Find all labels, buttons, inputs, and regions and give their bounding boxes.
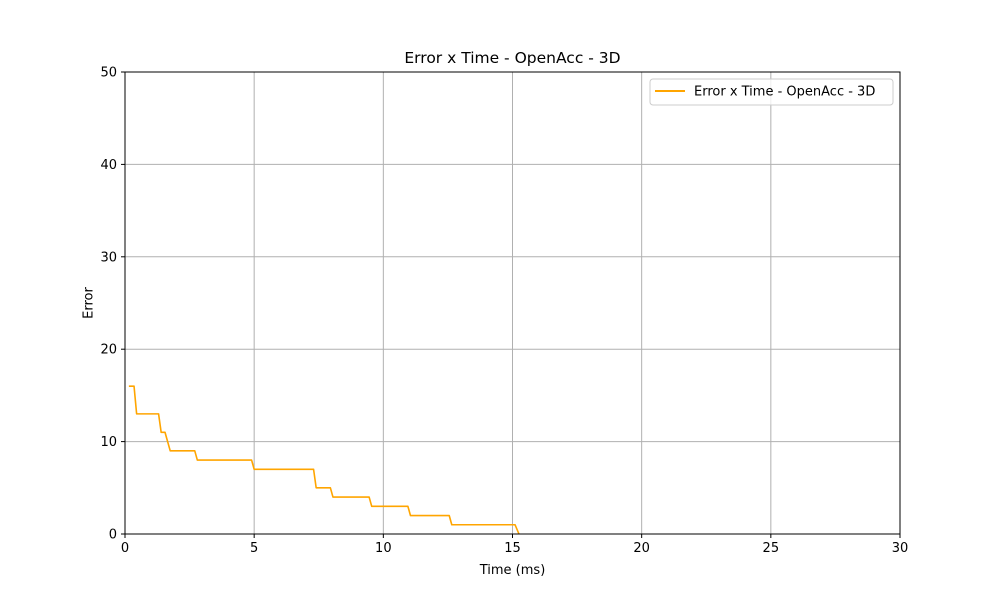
- legend: Error x Time - OpenAcc - 3D: [649, 78, 894, 106]
- ticks: 0 5 10 15 20 25 30 0 10 20 30 40 50: [100, 66, 908, 557]
- x-tick-label: 10: [375, 541, 392, 556]
- y-axis-label: Error: [82, 287, 97, 319]
- x-tick-label: 15: [504, 541, 521, 556]
- y-tick-label: 10: [100, 435, 117, 450]
- x-tick-label: 25: [763, 541, 780, 556]
- x-axis-label: Time (ms): [479, 563, 546, 578]
- legend-label: Error x Time - OpenAcc - 3D: [694, 85, 875, 100]
- x-tick-label: 0: [121, 541, 129, 556]
- x-tick-label: 20: [633, 541, 650, 556]
- y-tick-label: 0: [109, 528, 117, 543]
- y-tick-label: 50: [100, 66, 117, 81]
- x-tick-label: 30: [892, 541, 909, 556]
- x-tick-label: 5: [250, 541, 258, 556]
- y-tick-label: 30: [100, 250, 117, 265]
- y-tick-label: 20: [100, 343, 117, 358]
- legend-box: [649, 78, 894, 106]
- chart-title: Error x Time - OpenAcc - 3D: [404, 49, 620, 67]
- series-layer: [128, 385, 520, 535]
- series-line: [128, 385, 520, 535]
- y-tick-label: 40: [100, 158, 117, 173]
